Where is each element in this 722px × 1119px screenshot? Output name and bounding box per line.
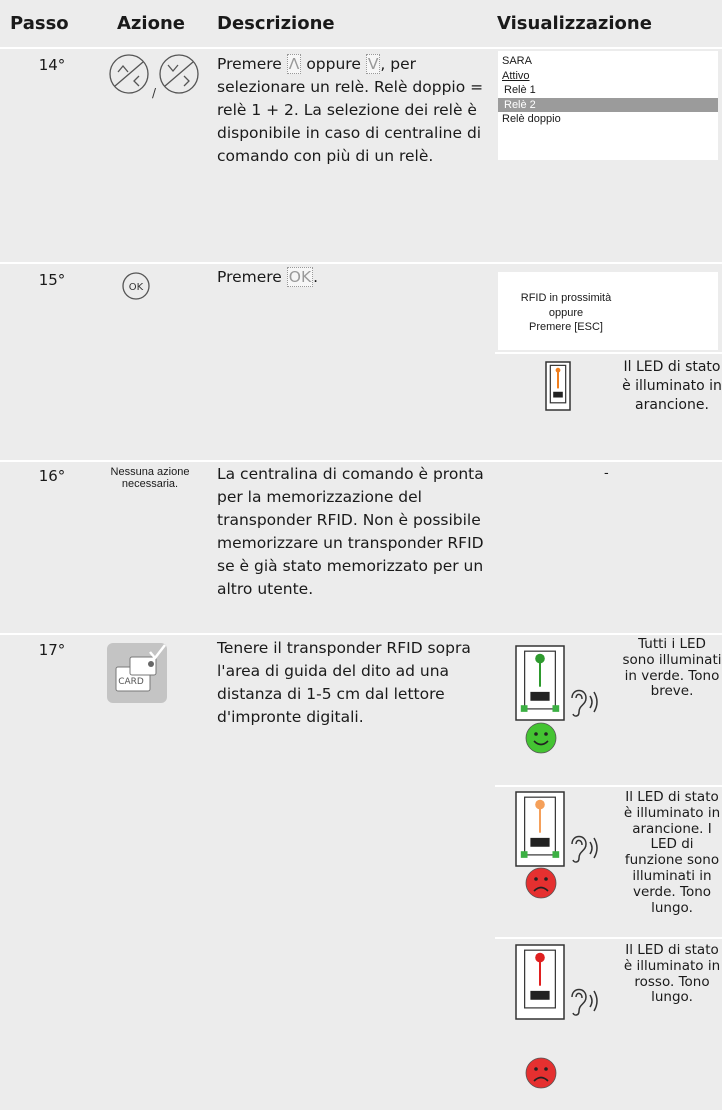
card-label: CARD [118, 677, 144, 687]
ear [571, 988, 587, 1016]
column-header: Descrizione [217, 13, 335, 34]
text: Premere [217, 55, 287, 73]
row-background [0, 635, 722, 1110]
led [535, 799, 545, 810]
sound-wave [589, 990, 598, 1012]
description: La centralina di comando è pronta per la… [217, 465, 484, 598]
key: V [365, 54, 381, 74]
separator [495, 937, 722, 939]
display-line: SARA [502, 55, 532, 67]
description: Premere OK. [217, 266, 495, 289]
eye [534, 877, 538, 881]
separator [495, 352, 722, 354]
display-line-selected: Relè 2 [498, 97, 718, 112]
button-ok [122, 272, 150, 300]
text: . [313, 268, 319, 286]
reader-frame [524, 650, 556, 710]
reader-slot [530, 691, 550, 701]
eye [534, 1067, 538, 1071]
header-background [0, 0, 722, 47]
key: Λ [286, 54, 302, 74]
led [535, 653, 545, 664]
display-line: Attivo [502, 69, 530, 82]
led [535, 952, 545, 963]
eye [534, 732, 538, 736]
function-led [552, 705, 560, 712]
reader-slot [530, 837, 550, 847]
led [555, 367, 561, 373]
reader-frame [524, 796, 556, 856]
display-text: - [604, 466, 609, 481]
display-text: RFID in prossimità oppure Premere [ESC] [518, 291, 614, 335]
outcome-text: Il LED di stato è illuminato in arancion… [623, 789, 721, 916]
reader-slot [553, 391, 563, 398]
sound-wave [589, 691, 598, 713]
outcome-text: Il LED di stato è illuminato in arancion… [622, 359, 722, 413]
mouth [533, 740, 549, 746]
eye [544, 732, 548, 736]
eye [544, 1067, 548, 1071]
mouth [533, 1076, 549, 1082]
display-screen: RFID in prossimità oppure Premere [ESC] [498, 272, 718, 350]
description: Tenere il transponder RFID sopra l'area … [217, 639, 471, 726]
display-screen: SARA Attivo Relè 1 Relè 2 Relè doppio [498, 51, 718, 160]
button-up-left [109, 54, 149, 94]
reader-dot [148, 661, 154, 667]
mouth [533, 886, 549, 892]
display-line: oppure [548, 306, 584, 319]
ear [571, 689, 587, 717]
display-line: Premere [ESC] [529, 321, 603, 333]
reader-frame [524, 949, 556, 1009]
text: oppure [301, 55, 366, 73]
outcome-text: Tutti i LED sono illuminati in verde. To… [622, 636, 722, 700]
separator [495, 785, 722, 787]
separator-text: / [152, 86, 157, 100]
row-background [0, 462, 722, 633]
sound-wave [589, 837, 598, 859]
button-down-right [159, 54, 199, 94]
function-led [552, 851, 560, 858]
display-line: Relè 1 [504, 84, 536, 96]
outcome-text: Il LED di stato è illuminato in rosso. T… [623, 942, 721, 1006]
reader-frame [549, 364, 567, 404]
check [149, 644, 166, 660]
smiley [525, 1057, 557, 1089]
step: 14° [38, 56, 66, 74]
smiley [525, 867, 557, 899]
smiley [525, 722, 557, 754]
ear [571, 835, 587, 863]
step: 16° [38, 467, 66, 485]
function-led [520, 851, 528, 858]
display-line: Relè doppio [502, 113, 561, 125]
column-header: Passo [10, 13, 69, 34]
display-line: RFID in prossimità [520, 292, 612, 304]
button-label: OK [129, 282, 144, 293]
column-header: Visualizzazione [497, 13, 652, 34]
step: 17° [38, 641, 66, 659]
eye [544, 877, 548, 881]
step: 15° [38, 271, 66, 289]
key: OK [286, 267, 314, 287]
text: Premere [217, 268, 287, 286]
action-text: Nessuna azione necessaria. [110, 466, 190, 490]
column-header: Azione [117, 13, 185, 34]
description: Premere Λ oppure V, per selezionare un r… [217, 53, 495, 168]
text: , per selezionare un relè. Relè doppio =… [217, 55, 484, 165]
function-led [520, 705, 528, 712]
reader-slot [530, 990, 550, 1000]
